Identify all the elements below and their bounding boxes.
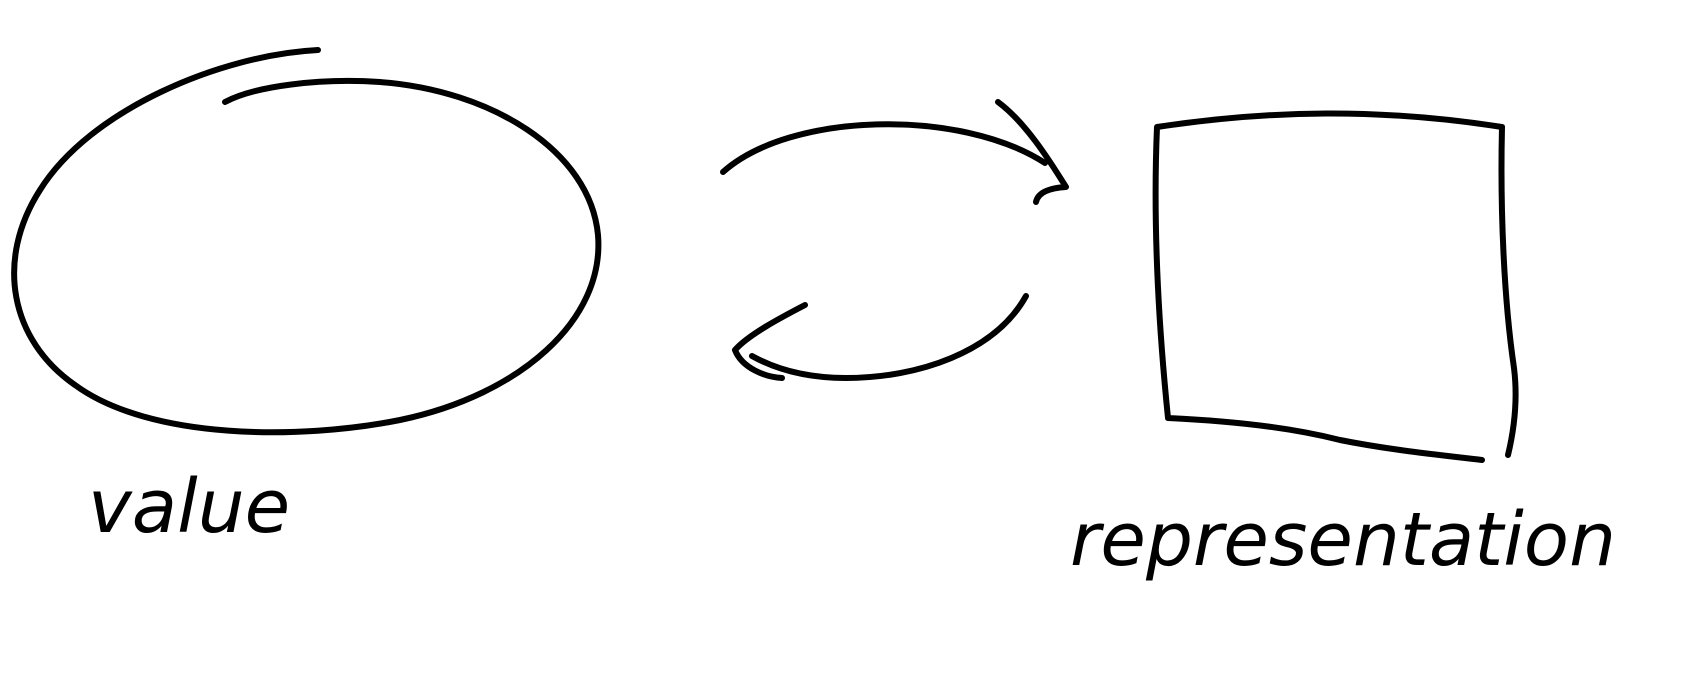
representation-label: representation — [1070, 497, 1616, 583]
bottom-arrowhead — [732, 302, 808, 381]
edge-representation-to-value — [732, 293, 1029, 381]
top-arrowhead — [995, 99, 1069, 205]
representation-node: representation — [1070, 110, 1616, 583]
top-arrow-curve — [720, 121, 1048, 175]
value-node: value — [11, 47, 602, 550]
value-label: value — [88, 464, 290, 550]
value-ellipse-shape — [11, 47, 602, 436]
representation-square-shape — [1152, 110, 1519, 463]
bottom-arrow-curve — [749, 293, 1029, 381]
edge-value-to-representation — [720, 99, 1069, 205]
